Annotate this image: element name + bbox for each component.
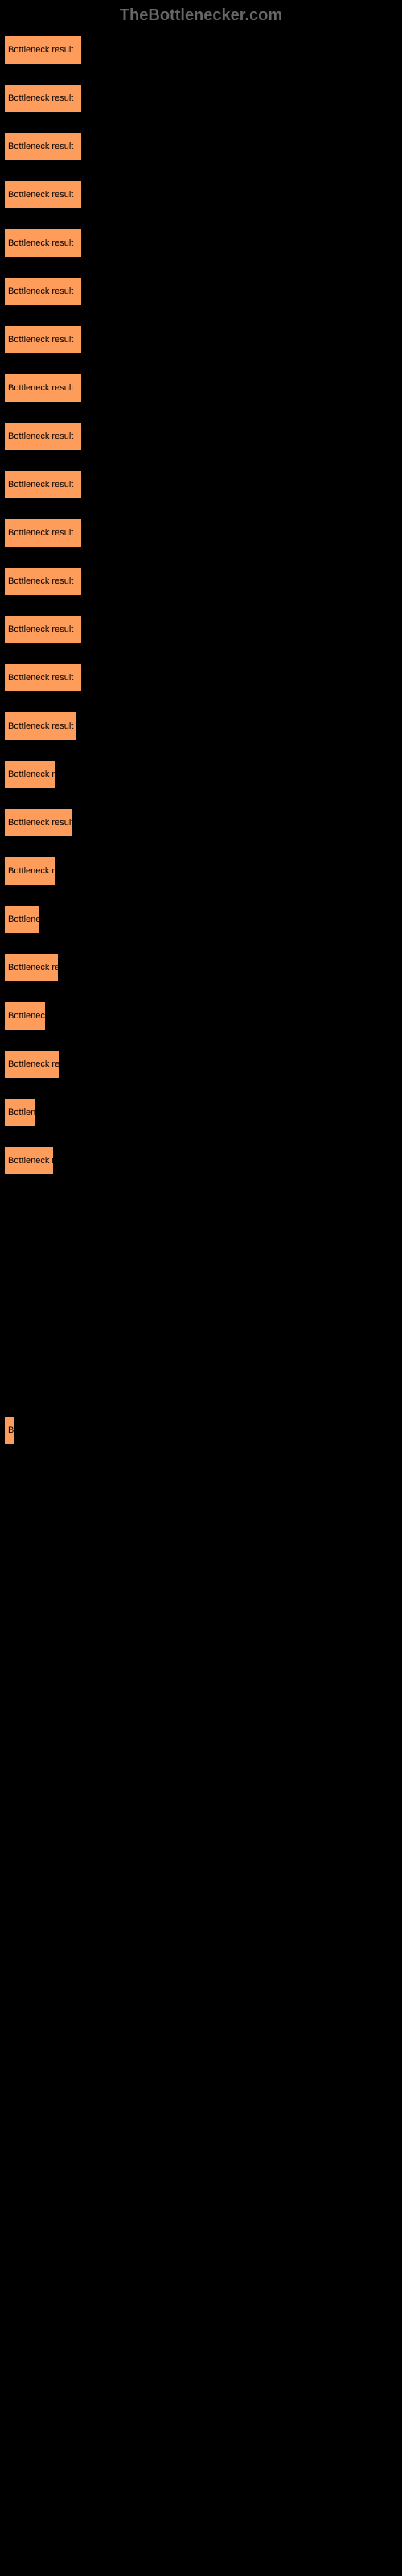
bar-row: Bottleneck result	[4, 1146, 402, 1191]
bar: Bottleneck result	[4, 180, 82, 209]
bar: Bottleneck result	[4, 374, 82, 402]
spacer-row	[4, 1372, 402, 1416]
bar: Bottleneck result	[4, 1001, 46, 1030]
bar: Bottleneck result	[4, 518, 82, 547]
bar-row: Bottleneck result	[4, 325, 402, 369]
bar: Bottleneck result	[4, 857, 56, 886]
bar: Bottleneck result	[4, 1050, 60, 1079]
bar-row: Bottleneck result	[4, 1001, 402, 1046]
bar: Bottleneck result	[4, 567, 82, 596]
bar-row: Bottleneck result	[4, 760, 402, 804]
bar: B	[4, 1416, 14, 1445]
bar-row: Bottleneck result	[4, 35, 402, 80]
bar-row: Bottleneck result	[4, 229, 402, 273]
bar-row: Bottleneck result	[4, 277, 402, 321]
bar-row: Bottleneck result	[4, 712, 402, 756]
bar: Bottleneck result	[4, 35, 82, 64]
bar-row: Bottleneck result	[4, 470, 402, 514]
bar-row: Bottleneck result	[4, 374, 402, 418]
spacer-row	[4, 1327, 402, 1372]
bar-row: Bottleneck result	[4, 422, 402, 466]
bar-row: Bottleneck result	[4, 1050, 402, 1094]
bar: Bottleneck result	[4, 953, 59, 982]
bar-row: B	[4, 1416, 402, 1460]
bar-row: Bottleneck result	[4, 905, 402, 949]
spacer-row	[4, 1283, 402, 1327]
bar-row: Bottleneck result	[4, 180, 402, 225]
bar-row: Bottleneck result	[4, 518, 402, 563]
bar-row: Bottleneck result	[4, 615, 402, 659]
bar: Bottleneck result	[4, 712, 76, 741]
spacer-row	[4, 1195, 402, 1239]
bar: Bottleneck result	[4, 422, 82, 451]
bar: Bottleneck result	[4, 229, 82, 258]
bar: Bottleneck result	[4, 615, 82, 644]
bar: Bottleneck result	[4, 1098, 36, 1127]
bar: Bottleneck result	[4, 277, 82, 306]
bar-row: Bottleneck result	[4, 857, 402, 901]
bar: Bottleneck result	[4, 1146, 54, 1175]
spacer-row	[4, 1239, 402, 1283]
bar: Bottleneck result	[4, 663, 82, 692]
bar-row: Bottleneck result	[4, 132, 402, 176]
bar-row: Bottleneck result	[4, 808, 402, 852]
bar: Bottleneck result	[4, 470, 82, 499]
bar: Bottleneck result	[4, 325, 82, 354]
bar-row: Bottleneck result	[4, 663, 402, 708]
bar: Bottleneck result	[4, 808, 72, 837]
bar: Bottleneck result	[4, 905, 40, 934]
bar: Bottleneck result	[4, 132, 82, 161]
site-header: TheBottlenecker.com	[0, 0, 402, 31]
bar-chart: Bottleneck result Bottleneck result Bottle…	[0, 31, 402, 1460]
bar-row: Bottleneck result	[4, 953, 402, 997]
bar: Bottleneck result	[4, 760, 56, 789]
bar-row: Bottleneck result	[4, 567, 402, 611]
bar: Bottleneck result	[4, 84, 82, 113]
bar-row: Bottleneck result	[4, 84, 402, 128]
bar-row: Bottleneck result	[4, 1098, 402, 1142]
